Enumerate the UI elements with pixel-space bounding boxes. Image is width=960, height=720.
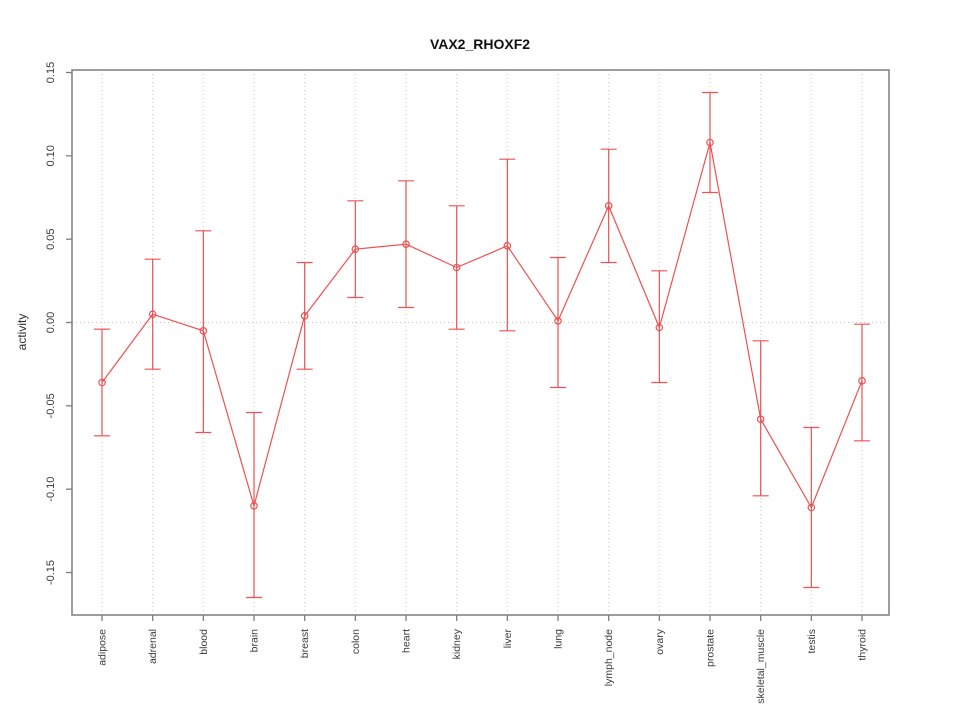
x-tick-label: prostate [705, 629, 717, 667]
y-axis-label: activity [15, 314, 29, 351]
y-tick-label: 0.05 [45, 228, 57, 249]
data-point [452, 263, 461, 272]
x-tick-label: kidney [451, 628, 463, 659]
data-point [199, 327, 208, 335]
series-line [101, 141, 863, 509]
tick-labels-group: 0.15 0.10 0.05 0.00 -0.05 -0.10 -0.15 adipose ad… [45, 62, 869, 704]
data-line-group [101, 141, 863, 509]
x-tick-label: lung [553, 629, 565, 649]
error-bar [499, 158, 516, 332]
data-points-group [98, 138, 866, 512]
x-tick-label: colon [350, 629, 362, 654]
plot-frame [71, 69, 890, 616]
chart-title: VAX2_RHOXF2 [430, 36, 530, 52]
data-point [858, 377, 866, 385]
data-point [756, 415, 765, 423]
x-tick-label: testis [806, 629, 818, 654]
gridlines-group [72, 70, 889, 615]
data-point [402, 240, 410, 248]
x-tick-label: heart [401, 629, 413, 653]
x-tick-label: lymph_node [603, 629, 615, 686]
x-tick-label: brain [249, 629, 261, 653]
y-tick-label: -0.10 [45, 477, 57, 502]
x-tick-label: adrenal [147, 629, 159, 664]
data-point [807, 503, 816, 512]
data-point [148, 310, 157, 318]
error-bar [550, 256, 567, 389]
x-tick-label: ovary [654, 628, 666, 654]
error-bars-group [94, 91, 871, 599]
x-tick-label: breast [299, 629, 311, 658]
y-tick-label: -0.05 [45, 393, 57, 418]
data-point [98, 378, 106, 387]
data-point [300, 312, 309, 320]
x-tick-label: blood [198, 629, 210, 655]
y-tick-label: 0.10 [45, 145, 57, 166]
y-tick-label: -0.15 [45, 560, 57, 585]
data-point [250, 502, 258, 510]
data-point [604, 202, 613, 210]
error-bar [854, 323, 871, 442]
data-point [351, 245, 360, 253]
data-point [655, 323, 664, 332]
data-point [554, 317, 562, 325]
data-point [503, 242, 512, 250]
x-tick-label: skeletal_muscle [755, 629, 767, 704]
y-tick-label: 0.15 [45, 62, 57, 83]
axes-frame-group [66, 69, 890, 621]
chart-render-root: 0.15 0.10 0.05 0.00 -0.05 -0.10 -0.15 adipose ad… [45, 62, 890, 704]
data-point [706, 138, 714, 147]
x-tick-label: liver [502, 629, 514, 649]
x-tick-label: adipose [97, 629, 109, 666]
x-tick-label: thyroid [857, 629, 869, 661]
y-tick-label: 0.00 [45, 312, 57, 333]
